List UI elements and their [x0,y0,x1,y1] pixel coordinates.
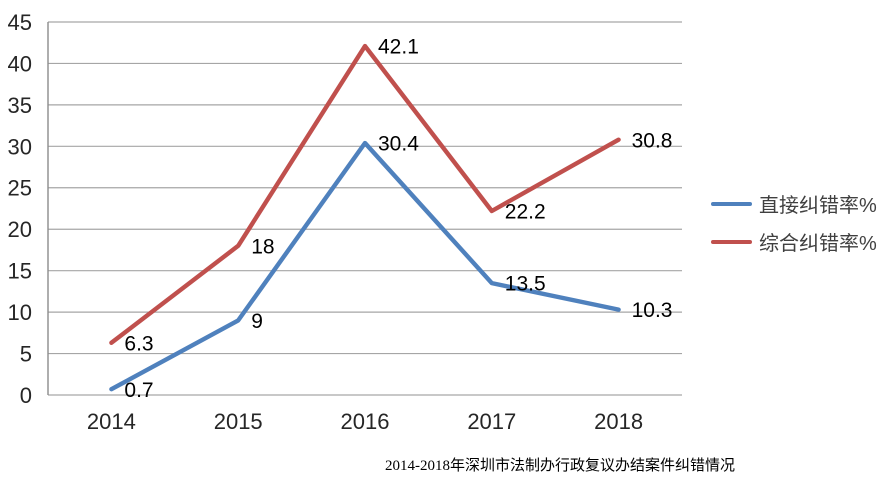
data-label: 10.3 [632,299,673,322]
y-tick-label: 15 [8,259,32,284]
y-tick-label: 45 [8,10,32,35]
x-tick-label: 2018 [594,409,643,434]
y-tick-label: 35 [8,93,32,118]
y-tick-label: 25 [8,176,32,201]
data-label: 22.2 [505,201,546,224]
data-label: 9 [251,310,263,333]
legend-item-direct-rate: 直接纠错率% [711,189,877,218]
legend-line-swatch-red [711,239,752,244]
data-label: 30.8 [632,129,673,152]
data-label: 30.4 [378,133,419,156]
chart-title: 2014-2018年深圳市法制办行政复议办结案件纠错情况 [385,458,735,474]
data-label: 42.1 [378,36,419,59]
data-label: 6.3 [124,332,153,355]
y-tick-label: 40 [8,51,32,76]
y-tick-label: 0 [20,383,32,408]
x-tick-label: 2014 [87,409,136,434]
y-tick-label: 20 [8,217,32,242]
chart-legend: 直接纠错率% 综合纠错率% [711,189,877,265]
data-label: 0.7 [124,379,153,402]
legend-label-comprehensive-rate: 综合纠错率% [759,233,877,255]
x-tick-label: 2016 [341,409,390,434]
data-label: 13.5 [505,273,546,296]
legend-label-direct-rate: 直接纠错率% [759,195,877,217]
y-tick-label: 10 [8,300,32,325]
series-line-0 [109,140,621,392]
x-tick-label: 2015 [214,409,263,434]
legend-item-comprehensive-rate: 综合纠错率% [711,227,877,256]
y-tick-label: 5 [20,341,32,366]
x-tick-label: 2017 [467,409,516,434]
series-line-1 [109,43,621,345]
data-label: 18 [251,235,274,258]
y-tick-label: 30 [8,134,32,159]
legend-line-swatch-blue [711,201,752,206]
